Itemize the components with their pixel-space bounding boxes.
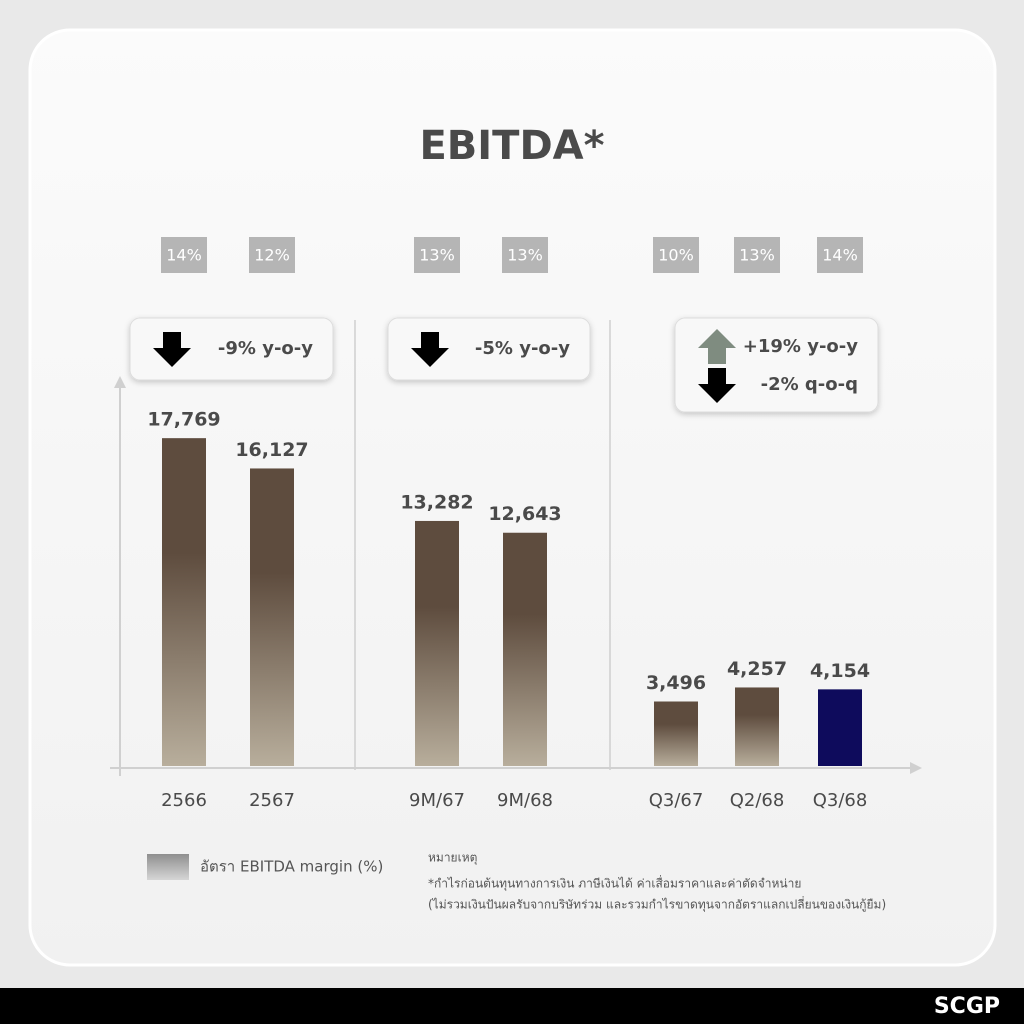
legend-swatch — [147, 854, 189, 880]
x-tick-label: 2567 — [249, 790, 295, 811]
bar — [162, 438, 206, 766]
callout-text: -9% y-o-y — [218, 338, 313, 359]
value-label: 12,643 — [488, 503, 561, 525]
x-tick-label: Q3/67 — [649, 790, 704, 811]
footer-bar — [0, 988, 1024, 1024]
callout-text: -5% y-o-y — [475, 338, 570, 359]
trend-arrow — [698, 368, 736, 403]
x-tick-label: 9M/68 — [497, 790, 553, 811]
trend-arrow — [411, 332, 449, 367]
legend-label: อัตรา EBITDA margin (%) — [200, 858, 383, 876]
note-line: *กำไรก่อนต้นทุนทางการเงิน ภาษีเงินได้ ค่… — [428, 875, 801, 892]
margin-label: 13% — [739, 246, 775, 265]
bar — [735, 687, 779, 766]
chart-title: EBITDA* — [419, 123, 604, 169]
value-label: 16,127 — [235, 439, 308, 461]
trend-arrow — [698, 329, 736, 364]
callout-box — [674, 317, 879, 413]
callout-text: +19% y-o-y — [743, 336, 858, 357]
bar — [250, 468, 294, 766]
margin-label: 14% — [166, 246, 202, 265]
trend-arrow — [153, 332, 191, 367]
x-tick-label: Q3/68 — [813, 790, 868, 811]
x-tick-label: 2566 — [161, 790, 207, 811]
callout-text: -2% q-o-q — [761, 374, 858, 395]
x-tick-label: Q2/68 — [730, 790, 785, 811]
margin-label: 14% — [822, 246, 858, 265]
value-label: 17,769 — [147, 409, 220, 431]
value-label: 4,154 — [810, 660, 870, 682]
axis-arrow — [114, 376, 126, 388]
bar — [654, 701, 698, 766]
brand-logo: SCGP — [934, 994, 1000, 1019]
note-line: (ไม่รวมเงินปันผลรับจากบริษัทร่วม และรวมก… — [428, 896, 886, 913]
margin-box — [502, 237, 548, 273]
margin-box — [249, 237, 295, 273]
margin-box — [734, 237, 780, 273]
value-label: 3,496 — [646, 672, 706, 694]
bar — [503, 532, 547, 766]
margin-label: 12% — [254, 246, 290, 265]
value-label: 4,257 — [727, 658, 787, 680]
bar — [818, 689, 862, 766]
margin-box — [817, 237, 863, 273]
margin-label: 13% — [507, 246, 543, 265]
margin-box — [414, 237, 460, 273]
axis-arrow — [910, 762, 922, 774]
margin-label: 13% — [419, 246, 455, 265]
margin-label: 10% — [658, 246, 694, 265]
value-label: 13,282 — [400, 491, 473, 513]
x-tick-label: 9M/67 — [409, 790, 465, 811]
bar — [415, 520, 459, 766]
margin-box — [653, 237, 699, 273]
note-heading: หมายเหตุ — [428, 851, 477, 866]
margin-box — [161, 237, 207, 273]
